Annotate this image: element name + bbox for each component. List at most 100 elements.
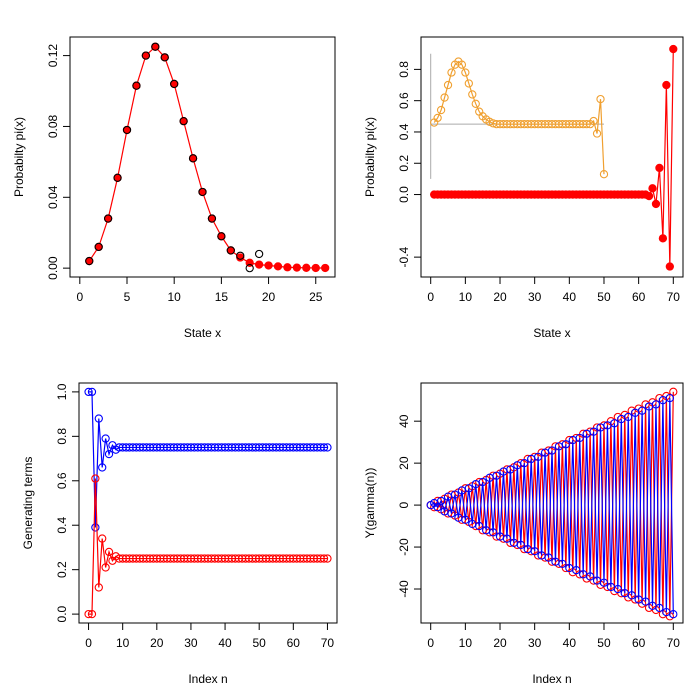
series-line bbox=[88, 478, 328, 615]
x-tick-label: 25 bbox=[309, 290, 323, 304]
data-point bbox=[87, 387, 97, 397]
data-point bbox=[94, 583, 103, 592]
x-tick-label: 20 bbox=[150, 636, 164, 650]
x-tick-label: 20 bbox=[493, 290, 507, 304]
data-point bbox=[488, 528, 498, 537]
x-tick-label: 50 bbox=[253, 636, 267, 650]
data-point bbox=[599, 170, 609, 179]
y-tick-label: -20 bbox=[397, 538, 411, 556]
data-point bbox=[662, 80, 671, 90]
data-point bbox=[433, 503, 442, 512]
y-tick-label: 0.00 bbox=[46, 256, 60, 280]
series-line bbox=[88, 391, 328, 528]
x-axis-label: State x bbox=[533, 326, 570, 340]
y-tick-label: 0.6 bbox=[397, 92, 411, 109]
data-point bbox=[558, 559, 567, 568]
data-point bbox=[530, 547, 539, 556]
data-point bbox=[94, 242, 103, 252]
data-point bbox=[98, 463, 107, 472]
x-tick-label: 70 bbox=[667, 636, 681, 650]
data-point bbox=[561, 440, 571, 449]
data-point bbox=[596, 94, 605, 104]
data-point bbox=[319, 554, 329, 563]
data-point bbox=[319, 443, 329, 452]
data-point bbox=[132, 81, 141, 90]
data-point bbox=[627, 591, 636, 600]
data-point bbox=[533, 452, 543, 461]
plot-frame bbox=[69, 36, 336, 278]
data-point bbox=[198, 187, 207, 197]
data-point bbox=[506, 465, 515, 474]
data-point bbox=[471, 99, 480, 108]
data-point bbox=[492, 471, 501, 480]
series-line bbox=[88, 45, 326, 269]
y-tick-label: 1.0 bbox=[55, 383, 69, 400]
y-tick-label: 0.0 bbox=[397, 186, 411, 203]
data-point bbox=[264, 261, 273, 270]
data-point bbox=[207, 214, 217, 223]
y-tick-label: 0.4 bbox=[397, 123, 411, 140]
plot-frame bbox=[420, 382, 684, 624]
x-tick-label: 10 bbox=[168, 290, 182, 304]
y-axis-label: Probabilty pi(x) bbox=[363, 117, 377, 197]
x-tick-label: 30 bbox=[528, 636, 542, 650]
data-point bbox=[651, 199, 661, 209]
x-tick-label: 50 bbox=[597, 290, 611, 304]
data-point bbox=[624, 412, 633, 422]
data-point bbox=[665, 393, 674, 403]
data-point bbox=[461, 68, 470, 77]
data-point bbox=[103, 214, 113, 223]
x-tick-label: 60 bbox=[287, 636, 301, 650]
x-tick-label: 0 bbox=[76, 290, 83, 304]
data-point bbox=[311, 263, 320, 273]
x-tick-label: 20 bbox=[262, 290, 276, 304]
data-point bbox=[292, 263, 302, 272]
data-point bbox=[141, 51, 151, 60]
data-point bbox=[283, 263, 292, 272]
x-tick-label: 0 bbox=[427, 290, 434, 304]
x-tick-label: 10 bbox=[459, 636, 473, 650]
data-point bbox=[104, 547, 114, 557]
y-tick-label: 0.2 bbox=[55, 561, 69, 578]
data-point bbox=[273, 262, 283, 271]
data-point bbox=[151, 42, 160, 51]
y-tick-label: 0.04 bbox=[46, 185, 60, 209]
data-point bbox=[254, 249, 264, 259]
data-point bbox=[170, 79, 179, 89]
data-point bbox=[104, 449, 114, 459]
data-point bbox=[321, 263, 330, 273]
data-point bbox=[572, 565, 581, 575]
data-point bbox=[669, 387, 678, 396]
data-point bbox=[122, 125, 132, 135]
data-point bbox=[179, 116, 188, 126]
panel: 0 10 20 30 40 50 60 70 -40 -20 0 20 40 Index n Y(gamma… bbox=[363, 382, 684, 686]
data-point bbox=[85, 256, 94, 266]
data-point bbox=[84, 387, 93, 397]
y-axis-label: Generating terms bbox=[21, 457, 35, 550]
x-tick-label: 50 bbox=[597, 636, 611, 650]
x-tick-label: 70 bbox=[667, 290, 681, 304]
y-tick-label: 0.8 bbox=[397, 61, 411, 78]
x-axis-label: Index n bbox=[188, 672, 227, 686]
data-point bbox=[658, 234, 668, 243]
series-line bbox=[433, 60, 605, 175]
y-tick-label: 0.4 bbox=[55, 517, 69, 534]
data-point bbox=[98, 534, 107, 543]
data-point bbox=[592, 129, 602, 138]
data-point bbox=[651, 400, 661, 409]
data-point bbox=[87, 609, 97, 619]
data-point bbox=[589, 427, 598, 436]
data-point bbox=[464, 79, 473, 88]
data-point bbox=[644, 191, 654, 201]
data-point bbox=[464, 484, 473, 493]
x-tick-label: 60 bbox=[632, 636, 646, 650]
data-point bbox=[450, 490, 460, 499]
data-point bbox=[544, 553, 553, 562]
data-point bbox=[236, 251, 245, 260]
x-tick-label: 60 bbox=[632, 290, 646, 304]
y-tick-label: 0 bbox=[397, 501, 411, 508]
x-axis-label: State x bbox=[184, 326, 221, 340]
data-point bbox=[254, 260, 264, 269]
data-point bbox=[101, 434, 110, 443]
panel: 0 10 20 30 40 50 60 70 0.0 0.2 0.4 0.6 0.8 1.0 Index n… bbox=[21, 382, 338, 686]
